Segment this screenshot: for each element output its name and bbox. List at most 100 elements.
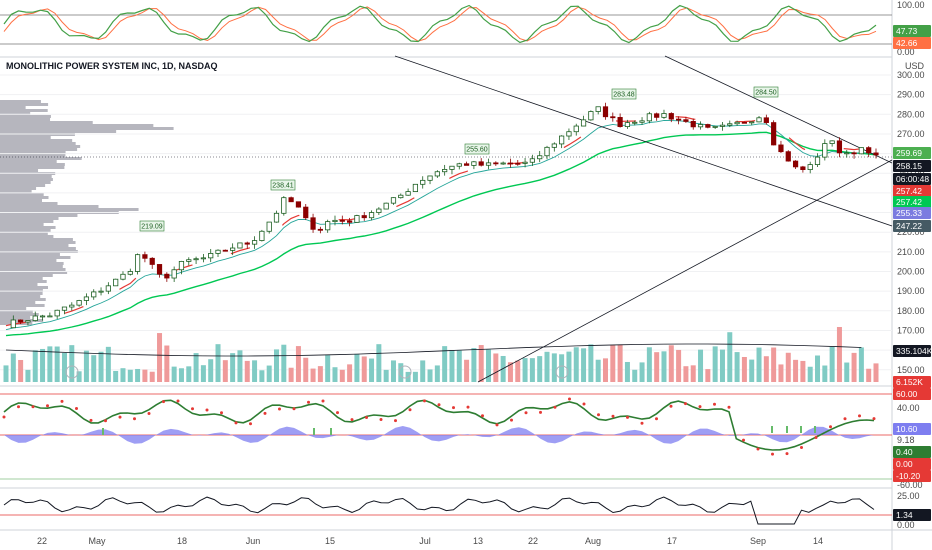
osc-signal-dot	[379, 418, 383, 421]
osc-signal-dot	[727, 405, 731, 409]
profile-bar	[0, 106, 26, 109]
volume-bar	[91, 355, 97, 382]
candle-body	[580, 119, 587, 127]
profile-bar	[0, 139, 73, 142]
candle-body	[697, 124, 704, 128]
candle-body	[792, 160, 799, 168]
osc-signal-bar	[771, 426, 773, 433]
osc-signal-dot	[843, 417, 847, 421]
osc-tick-label: 40.00	[897, 403, 920, 413]
volume-bar	[310, 368, 316, 382]
candle-body	[230, 247, 236, 251]
candle-body	[178, 260, 185, 271]
osc-signal-dot	[350, 418, 354, 422]
osc-signal-dot	[626, 415, 629, 419]
candle-body	[588, 111, 594, 121]
price-badge	[893, 207, 931, 219]
candle-body	[522, 161, 528, 164]
candle-body	[829, 140, 835, 144]
osc-tick-label: -60.00	[897, 480, 923, 490]
profile-bar	[0, 163, 65, 166]
volume-bar	[639, 362, 645, 382]
price-tick-label: 210.00	[897, 247, 925, 257]
time-tick-label: Jul	[419, 536, 431, 546]
candle-body	[412, 183, 419, 193]
candle-body	[186, 259, 192, 262]
candle-body	[544, 146, 550, 157]
osc-signal-dot	[655, 417, 658, 421]
volume-bar	[120, 368, 126, 382]
price-badge-label: 0.40	[896, 447, 913, 457]
price-badge	[893, 25, 931, 37]
profile-bar	[0, 298, 46, 301]
candle-body	[471, 161, 477, 166]
candle-body	[98, 290, 104, 293]
candle-body	[844, 152, 850, 155]
volume-bar	[712, 346, 718, 382]
candle-body	[763, 117, 769, 123]
candle-body	[310, 217, 316, 230]
osc-signal-dot	[858, 414, 861, 418]
volume-bar	[369, 358, 375, 382]
price-axis: 300.00290.00280.00270.00260.00250.00240.…	[897, 0, 925, 530]
volume-bar	[69, 345, 75, 382]
price-badge-label: -10.20	[896, 471, 920, 481]
volume-bar	[464, 359, 470, 382]
time-tick-label: Aug	[585, 536, 601, 546]
candle-body	[222, 249, 228, 252]
volume-bar	[412, 371, 418, 382]
candle-body	[595, 106, 601, 112]
timeframe-icon[interactable]	[65, 365, 569, 379]
osc-signal-dot	[785, 452, 789, 456]
profile-bar	[0, 196, 49, 199]
volume-bar	[113, 370, 119, 382]
bottom-panel	[0, 496, 892, 525]
peak-label: 283.48	[613, 92, 635, 99]
peak-label-box	[139, 220, 165, 232]
candle-body	[478, 161, 484, 166]
price-badge-label: 06:00:48	[896, 174, 929, 184]
osc-signal-dot	[582, 402, 586, 406]
volume-bar	[807, 366, 813, 382]
volume-ma-line	[5, 343, 862, 357]
volume-bar	[171, 366, 177, 382]
profile-bar	[0, 166, 65, 169]
candle-body	[756, 117, 762, 123]
osc-signal-dot	[234, 421, 238, 425]
volume-bar	[734, 352, 740, 382]
volume-bar	[588, 344, 594, 382]
candle-body	[617, 117, 623, 128]
profile-bar	[0, 103, 49, 106]
candle-body	[113, 278, 119, 287]
candle-body	[676, 118, 682, 121]
osc-signal-dot	[669, 404, 673, 408]
profile-bar	[0, 115, 51, 118]
price-badge-label: 0.00	[896, 459, 913, 469]
profile-bar	[0, 217, 59, 220]
osc-signal-dot	[89, 418, 93, 422]
volume-bar	[749, 359, 755, 382]
candle-body	[639, 120, 645, 123]
profile-bar	[0, 208, 139, 211]
volume-bar	[288, 367, 294, 382]
price-badge	[893, 220, 931, 232]
osc-signal-dot	[829, 425, 832, 429]
osc-signal-dot	[553, 405, 557, 409]
volume-bar	[222, 360, 228, 382]
profile-bar	[0, 145, 81, 148]
volume-bar	[274, 349, 280, 382]
chart-title: MONOLITHIC POWER SYSTEM INC, 1D, NASDAQ	[6, 61, 218, 71]
candle-body	[32, 315, 38, 321]
price-badge	[893, 185, 931, 197]
volume-bar	[493, 353, 499, 382]
price-badge	[893, 446, 931, 458]
volume-bar	[361, 356, 367, 382]
volume-bar	[347, 364, 353, 382]
profile-bar	[0, 148, 78, 151]
volume-bar	[515, 360, 521, 382]
osc-signal-dot	[75, 407, 78, 410]
candle-body	[515, 162, 521, 165]
price-badge	[893, 160, 931, 172]
volume-bar	[756, 347, 762, 382]
volume-bar	[47, 346, 53, 382]
